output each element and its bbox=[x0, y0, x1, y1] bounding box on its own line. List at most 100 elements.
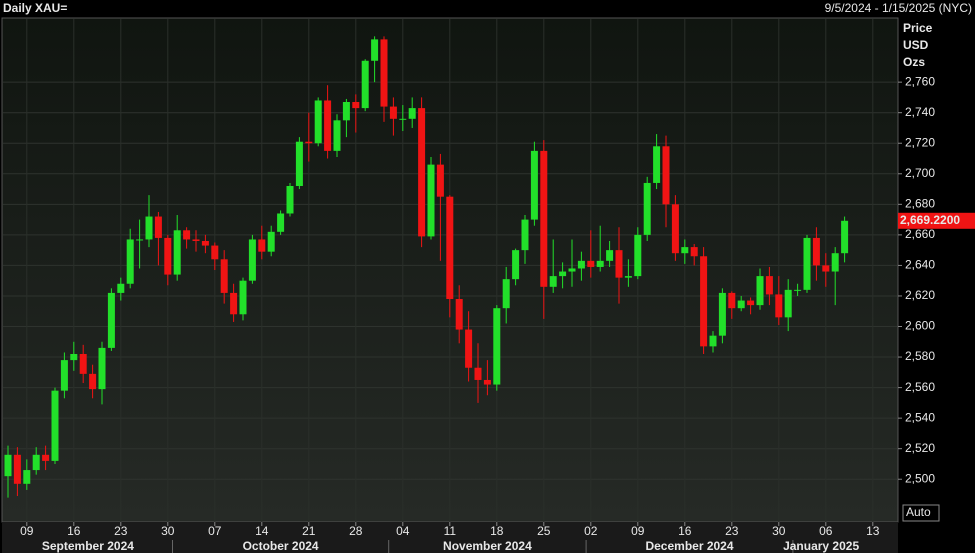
candle-body bbox=[248, 239, 256, 281]
candle-body bbox=[79, 354, 87, 374]
x-tick-label: 21 bbox=[302, 524, 316, 538]
axis-label: Price bbox=[903, 21, 933, 35]
candle-body bbox=[822, 265, 830, 272]
y-tick-label: 2,620 bbox=[905, 288, 935, 302]
candle-body bbox=[784, 289, 792, 318]
candle-body bbox=[267, 231, 275, 252]
candle-body bbox=[136, 239, 144, 241]
x-tick-label: 23 bbox=[725, 524, 739, 538]
x-tick-label: 06 bbox=[819, 524, 833, 538]
candle-body bbox=[700, 256, 708, 347]
candle-body bbox=[737, 300, 745, 309]
candle-body bbox=[756, 276, 764, 306]
y-tick-label: 2,700 bbox=[905, 166, 935, 180]
candle-body bbox=[211, 245, 219, 260]
candle-body bbox=[718, 292, 726, 336]
x-tick-label: 02 bbox=[584, 524, 598, 538]
candle-body bbox=[775, 294, 783, 318]
chart-title: Daily XAU= bbox=[3, 1, 67, 15]
candle-body bbox=[765, 276, 773, 295]
candle-body bbox=[42, 454, 50, 461]
x-tick-label: 09 bbox=[631, 524, 645, 538]
candle-body bbox=[568, 268, 576, 272]
candle-body bbox=[455, 299, 463, 330]
candle-body bbox=[530, 150, 538, 220]
candle-body bbox=[13, 454, 21, 484]
candle-body bbox=[333, 120, 341, 151]
candle-body bbox=[747, 300, 755, 306]
x-tick-label: 25 bbox=[537, 524, 551, 538]
candle-body bbox=[352, 102, 360, 109]
month-label: September 2024 bbox=[42, 539, 134, 553]
month-label: October 2024 bbox=[243, 539, 319, 553]
y-tick-label: 2,640 bbox=[905, 258, 935, 272]
candle-body bbox=[408, 108, 416, 119]
candle-body bbox=[812, 237, 820, 266]
candle-body bbox=[681, 247, 689, 254]
candle-body bbox=[596, 260, 604, 267]
candle-body bbox=[653, 146, 661, 183]
candle-body bbox=[624, 276, 632, 278]
y-tick-label: 2,560 bbox=[905, 380, 935, 394]
y-tick-label: 2,720 bbox=[905, 135, 935, 149]
x-tick-label: 13 bbox=[866, 524, 880, 538]
candle-body bbox=[305, 141, 313, 144]
candle-body bbox=[577, 260, 585, 269]
x-tick-label: 23 bbox=[114, 524, 128, 538]
candle-body bbox=[549, 276, 557, 287]
candle-body bbox=[192, 239, 200, 241]
month-label: December 2024 bbox=[645, 539, 733, 553]
axis-label: Ozs bbox=[903, 55, 925, 69]
candle-body bbox=[126, 239, 134, 284]
x-axis-band bbox=[2, 522, 898, 553]
axis-label: USD bbox=[903, 38, 929, 52]
candle-body bbox=[446, 196, 454, 300]
x-tick-label: 18 bbox=[490, 524, 504, 538]
candle-body bbox=[70, 354, 78, 361]
candle-body bbox=[314, 100, 322, 144]
candle-body bbox=[493, 308, 501, 385]
x-tick-label: 04 bbox=[396, 524, 410, 538]
candle-body bbox=[474, 367, 482, 380]
candle-body bbox=[164, 237, 172, 275]
candle-body bbox=[803, 237, 811, 290]
candle-body bbox=[540, 150, 548, 287]
candle-body bbox=[117, 283, 125, 293]
candle-body bbox=[709, 335, 717, 347]
auto-button[interactable] bbox=[902, 504, 940, 522]
candle-body bbox=[286, 186, 294, 214]
candle-body bbox=[89, 373, 97, 390]
x-tick-label: 11 bbox=[444, 524, 457, 538]
candle-body bbox=[502, 279, 510, 309]
candle-body bbox=[98, 347, 106, 390]
month-label: January 2025 bbox=[783, 539, 859, 553]
x-tick-label: 07 bbox=[208, 524, 222, 538]
y-tick-label: 2,760 bbox=[905, 74, 935, 88]
candle-body bbox=[418, 108, 426, 237]
candle-body bbox=[427, 164, 435, 237]
candle-body bbox=[4, 454, 12, 477]
candle-body bbox=[60, 360, 68, 391]
candle-body bbox=[634, 234, 642, 277]
candle-body bbox=[559, 271, 567, 277]
x-tick-label: 30 bbox=[161, 524, 175, 538]
last-price-box bbox=[898, 212, 975, 229]
candle-body bbox=[107, 292, 115, 348]
candle-body bbox=[643, 182, 651, 235]
candle-body bbox=[173, 230, 181, 275]
candle-body bbox=[32, 454, 40, 471]
candle-body bbox=[342, 102, 350, 121]
candle-body bbox=[399, 118, 407, 120]
y-tick-label: 2,660 bbox=[905, 227, 935, 241]
month-label: November 2024 bbox=[443, 539, 532, 553]
candle-body bbox=[662, 146, 670, 205]
candle-body bbox=[615, 250, 623, 278]
auto-button-label[interactable]: Auto bbox=[906, 505, 931, 519]
candle-body bbox=[728, 292, 736, 309]
candle-body bbox=[201, 240, 209, 246]
candle-body bbox=[389, 106, 397, 119]
candle-body bbox=[23, 470, 31, 484]
x-tick-label: 14 bbox=[255, 524, 269, 538]
candle-body bbox=[295, 141, 303, 186]
candle-body bbox=[51, 390, 59, 461]
